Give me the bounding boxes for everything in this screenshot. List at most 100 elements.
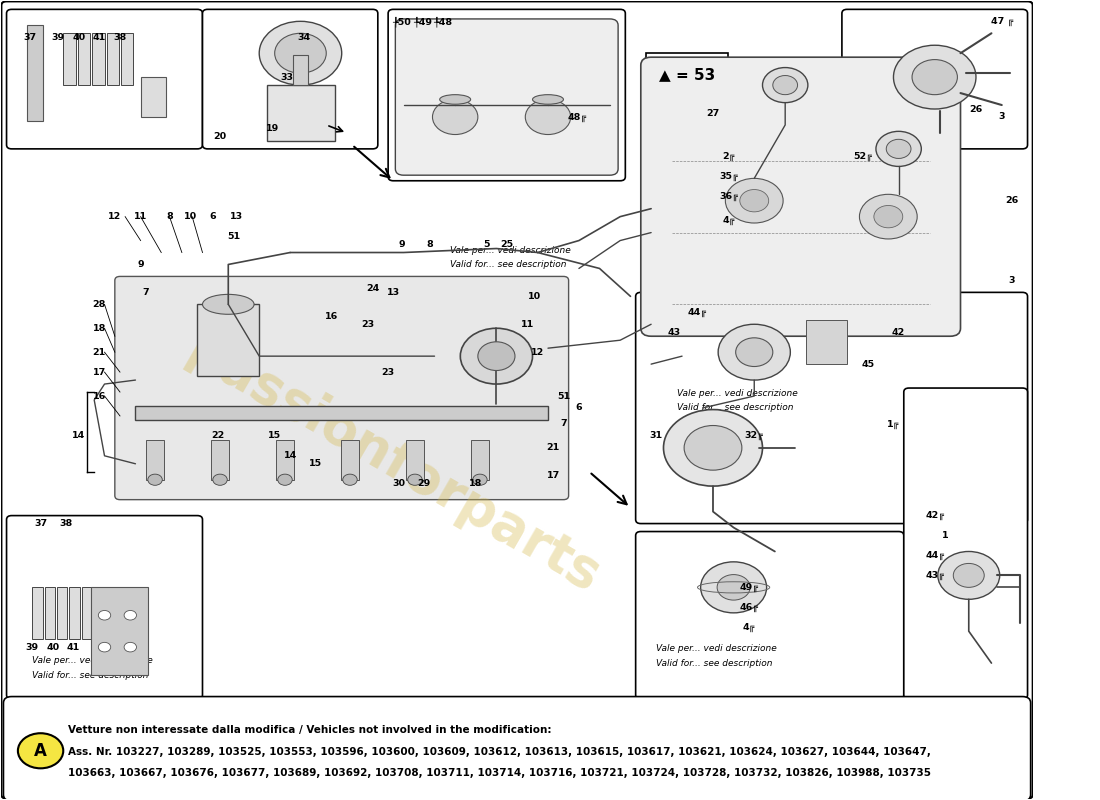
- Text: 38: 38: [59, 519, 73, 528]
- Circle shape: [98, 610, 111, 620]
- Text: 6: 6: [575, 403, 582, 413]
- FancyBboxPatch shape: [636, 292, 1027, 523]
- Circle shape: [938, 551, 1000, 599]
- Circle shape: [725, 178, 783, 223]
- Text: 29: 29: [418, 479, 431, 488]
- Text: 22: 22: [211, 431, 224, 440]
- Text: 21: 21: [547, 443, 560, 452]
- Text: Valid for... see description: Valid for... see description: [676, 403, 793, 413]
- Text: 41: 41: [67, 642, 80, 652]
- Text: 44╔: 44╔: [925, 551, 944, 560]
- Bar: [141, 77, 166, 117]
- Text: 51: 51: [557, 391, 570, 401]
- Bar: [69, 587, 80, 639]
- Text: 3: 3: [999, 113, 1005, 122]
- Bar: [806, 320, 847, 364]
- Bar: [471, 440, 490, 480]
- Text: 33: 33: [280, 73, 294, 82]
- Circle shape: [663, 410, 762, 486]
- Bar: [197, 304, 260, 376]
- Circle shape: [473, 474, 487, 486]
- Text: ╄48: ╄48: [433, 16, 452, 26]
- Text: 1╔: 1╔: [888, 419, 900, 429]
- Circle shape: [147, 474, 163, 486]
- Circle shape: [432, 99, 477, 134]
- Circle shape: [736, 338, 773, 366]
- Text: Vale per... vedi descrizione: Vale per... vedi descrizione: [450, 246, 571, 254]
- Text: 7: 7: [560, 419, 566, 429]
- Text: Vale per... vedi descrizione: Vale per... vedi descrizione: [676, 389, 798, 398]
- Text: Valid for... see description: Valid for... see description: [450, 260, 566, 269]
- Text: 15: 15: [268, 431, 282, 440]
- Text: 40: 40: [46, 642, 59, 652]
- Text: 15: 15: [309, 459, 322, 468]
- Bar: [646, 54, 728, 97]
- Circle shape: [740, 190, 769, 212]
- Text: 9: 9: [398, 240, 405, 249]
- Circle shape: [212, 474, 228, 486]
- Text: 30: 30: [392, 479, 405, 488]
- Circle shape: [124, 610, 136, 620]
- Text: 24: 24: [366, 284, 379, 293]
- Ellipse shape: [532, 94, 563, 104]
- Text: 11: 11: [134, 212, 147, 221]
- Text: 27: 27: [706, 109, 719, 118]
- Circle shape: [526, 99, 571, 134]
- Circle shape: [460, 328, 532, 384]
- Bar: [276, 440, 295, 480]
- Text: 1: 1: [942, 531, 948, 540]
- Circle shape: [718, 324, 790, 380]
- Text: ╄49: ╄49: [412, 16, 431, 26]
- Text: 26: 26: [969, 105, 982, 114]
- Text: 48╔: 48╔: [568, 112, 586, 122]
- FancyBboxPatch shape: [3, 697, 1031, 800]
- Text: 4╔: 4╔: [723, 216, 735, 226]
- Text: 28: 28: [92, 300, 106, 309]
- Text: 47 ╔: 47 ╔: [991, 17, 1013, 26]
- Text: 36╔: 36╔: [719, 192, 738, 202]
- Text: 14: 14: [284, 451, 297, 460]
- Text: 8: 8: [166, 212, 173, 221]
- Circle shape: [876, 131, 922, 166]
- Text: 49╔: 49╔: [739, 582, 759, 592]
- Text: 18: 18: [92, 324, 106, 333]
- Circle shape: [954, 563, 985, 587]
- Text: 13: 13: [230, 212, 243, 221]
- Text: 37: 37: [34, 519, 47, 528]
- Text: 41: 41: [92, 33, 106, 42]
- Bar: [45, 587, 55, 639]
- Text: 12: 12: [531, 348, 544, 357]
- Text: 38: 38: [113, 33, 127, 42]
- FancyBboxPatch shape: [395, 19, 618, 175]
- FancyBboxPatch shape: [388, 10, 625, 181]
- Text: 16: 16: [92, 391, 106, 401]
- Text: 23: 23: [382, 367, 395, 377]
- Text: 19: 19: [266, 125, 279, 134]
- Circle shape: [98, 642, 111, 652]
- Text: 8: 8: [426, 240, 432, 249]
- Text: 4╔: 4╔: [742, 622, 756, 632]
- Text: ▲ = 53: ▲ = 53: [659, 68, 715, 82]
- Text: 12: 12: [108, 212, 121, 221]
- Text: 10: 10: [184, 212, 197, 221]
- Circle shape: [859, 194, 917, 239]
- Bar: [78, 34, 90, 85]
- Bar: [107, 34, 119, 85]
- Text: 40: 40: [73, 33, 86, 42]
- Circle shape: [717, 574, 750, 600]
- Text: 13: 13: [387, 288, 399, 297]
- Text: Vale per... vedi descrizione: Vale per... vedi descrizione: [32, 656, 153, 665]
- Bar: [406, 440, 425, 480]
- Text: 10: 10: [528, 292, 541, 301]
- Text: 11: 11: [520, 320, 534, 329]
- Circle shape: [477, 342, 515, 370]
- Text: 39: 39: [52, 33, 65, 42]
- Text: 21: 21: [92, 348, 106, 357]
- Circle shape: [893, 46, 976, 109]
- FancyBboxPatch shape: [202, 10, 377, 149]
- Text: Ass. Nr. 103227, 103289, 103525, 103553, 103596, 103600, 103609, 103612, 103613,: Ass. Nr. 103227, 103289, 103525, 103553,…: [68, 746, 932, 757]
- Text: Vale per... vedi descrizione: Vale per... vedi descrizione: [657, 644, 777, 654]
- Text: 5: 5: [483, 240, 490, 249]
- Text: 44╔: 44╔: [688, 308, 707, 317]
- Circle shape: [762, 67, 807, 102]
